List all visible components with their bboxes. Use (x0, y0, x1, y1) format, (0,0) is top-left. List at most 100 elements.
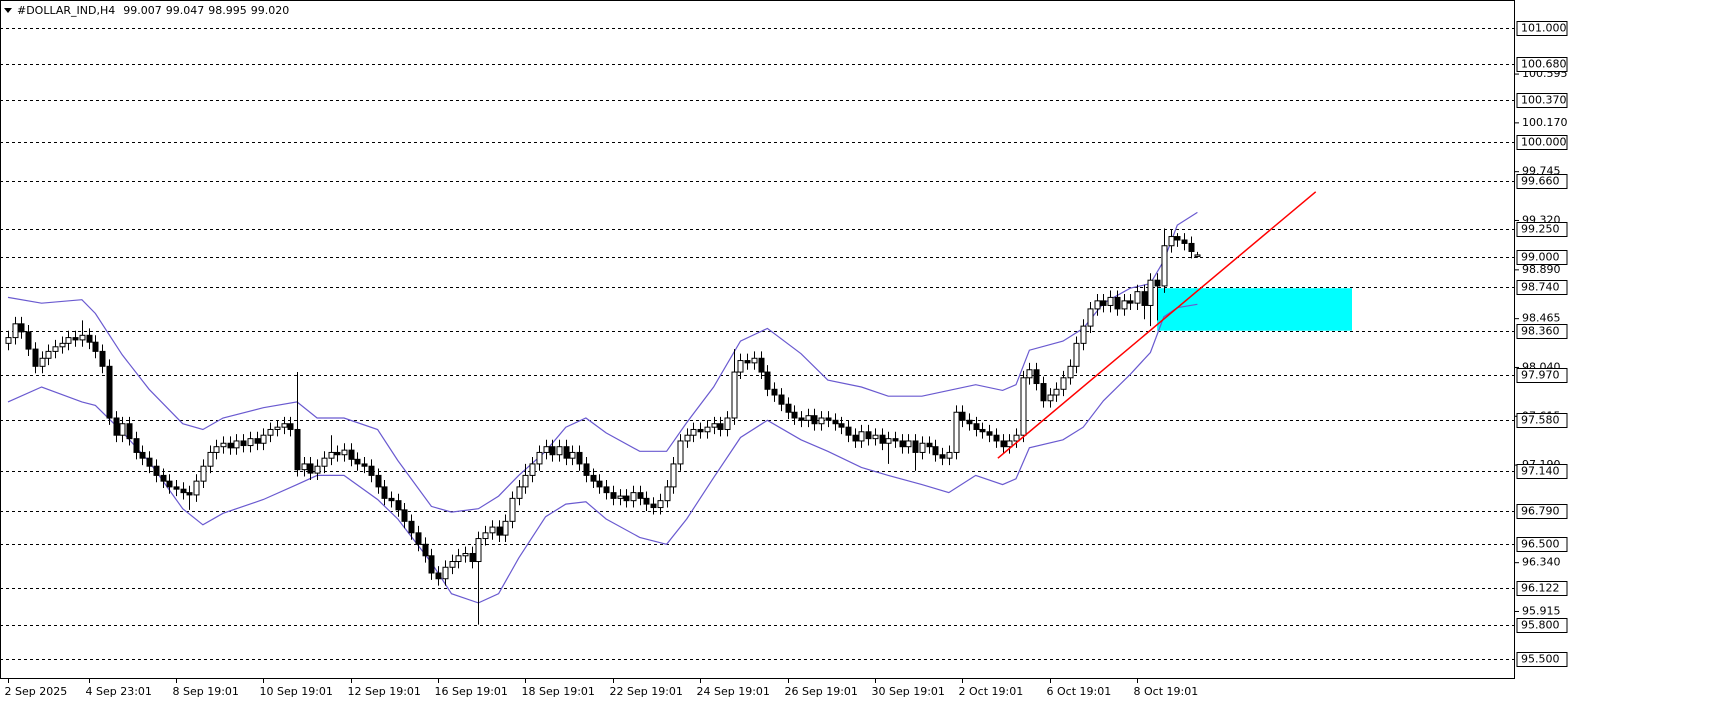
candle-body (180, 488, 187, 494)
candle-body (879, 434, 886, 444)
candle-body (133, 438, 140, 453)
candle-body (791, 411, 798, 419)
candle-body (973, 423, 980, 430)
candle-body (583, 463, 590, 476)
candle-body (724, 417, 731, 430)
level-label: 95.500 (1521, 653, 1560, 666)
candle-body (314, 465, 321, 474)
level-label: 97.970 (1521, 369, 1560, 382)
candle-body (563, 446, 570, 459)
level-label-box (1516, 368, 1568, 383)
level-label: 97.140 (1521, 465, 1560, 478)
candle-body (569, 451, 576, 459)
candle-body (811, 415, 818, 425)
candle-body (442, 566, 449, 580)
level-label-box (1516, 21, 1568, 36)
level-label-box (1516, 57, 1568, 72)
candle-body (630, 492, 637, 502)
candle-body (207, 451, 214, 467)
candle-body (92, 341, 99, 352)
price-axis: 100.595100.17099.74599.32098.89098.46598… (5, 21, 1568, 698)
level-label-box (1516, 174, 1568, 189)
candle-body (549, 446, 556, 456)
x-tick-label: 24 Sep 19:01 (697, 685, 770, 698)
candle-body (556, 446, 563, 456)
level-label-box (1516, 618, 1568, 633)
candle-body (1087, 308, 1094, 327)
candle-body (267, 428, 274, 436)
level-label-box (1516, 93, 1568, 108)
candle-body (39, 357, 46, 367)
candle-body (1013, 434, 1020, 442)
candle-body (798, 417, 805, 421)
candle-body (489, 526, 496, 534)
candle-body (939, 454, 946, 459)
candle-body (1181, 239, 1188, 244)
candle-body (959, 411, 966, 421)
candle-body (415, 532, 422, 545)
candle-body (986, 431, 993, 436)
y-tick-label: 96.340 (1522, 556, 1561, 569)
candle-body (1147, 279, 1154, 306)
candle-body (1188, 242, 1195, 252)
ohlc-value: 99.047 (166, 4, 205, 17)
candle-body (751, 357, 758, 364)
candle-body (858, 431, 865, 442)
candle-body (704, 426, 711, 433)
candle-body (650, 503, 657, 509)
candle-body (482, 532, 489, 540)
candle-body (375, 474, 382, 488)
menu-arrow[interactable] (4, 8, 12, 13)
candle-body (838, 423, 845, 428)
candle-body (173, 486, 180, 490)
x-tick-label: 12 Sep 19:01 (348, 685, 421, 698)
candle-body (818, 417, 825, 425)
candle-body (1194, 254, 1201, 257)
candle-body (86, 334, 93, 343)
candle-body (637, 492, 644, 499)
candle-body (1114, 296, 1121, 310)
candle-body (462, 552, 469, 557)
candle-body (1080, 325, 1087, 344)
candle-body (664, 486, 671, 502)
candle-body (32, 348, 39, 367)
candle-body (677, 440, 684, 465)
candle-body (885, 438, 892, 444)
candle-body (852, 434, 859, 442)
candle-body (1168, 236, 1175, 247)
candle-body (18, 323, 25, 333)
candle-body (341, 449, 348, 456)
candle-body (979, 428, 986, 433)
candle-body (348, 449, 355, 460)
y-tick-label: 98.465 (1522, 312, 1561, 325)
candle-body (825, 417, 832, 421)
candle-body (381, 486, 388, 499)
candle-body (1154, 279, 1161, 287)
level-label: 98.740 (1521, 281, 1560, 294)
level-label-box (1516, 135, 1568, 150)
candle-body (764, 371, 771, 390)
candle-body (892, 438, 899, 442)
candle-body (45, 350, 52, 359)
candle-body (966, 419, 973, 425)
trend-line (997, 191, 1317, 459)
x-tick-label: 26 Sep 19:01 (785, 685, 858, 698)
ohlc-value: 99.007 (123, 4, 162, 17)
candle-body (475, 538, 482, 563)
candle-body (1020, 377, 1027, 436)
candle-body (731, 371, 738, 419)
candle-body (254, 438, 261, 444)
level-label-box (1516, 280, 1568, 295)
candle-body (240, 440, 247, 447)
candle-body (334, 451, 341, 456)
level-label-box (1516, 324, 1568, 339)
candle-body (543, 446, 550, 453)
candle-body (1033, 369, 1040, 385)
candle-body (670, 463, 677, 488)
x-tick-label: 6 Oct 19:01 (1047, 685, 1112, 698)
candle-body (596, 480, 603, 488)
candle-body (711, 423, 718, 428)
candle-body (684, 434, 691, 442)
candle-body (529, 463, 536, 476)
x-tick-label: 22 Sep 19:01 (610, 685, 683, 698)
